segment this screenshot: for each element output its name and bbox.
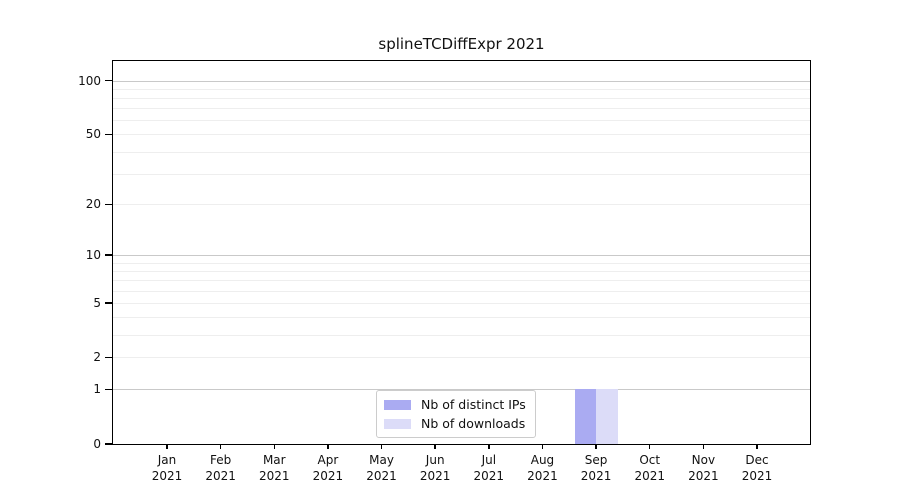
gridline-minor xyxy=(113,317,810,319)
y-tick-label: 50 xyxy=(85,127,101,142)
gridline-minor xyxy=(113,88,810,90)
chart-title: splineTCDiffExpr 2021 xyxy=(378,35,545,53)
plot-area: Nb of distinct IPs Nb of downloads 0 1 2 5 1… xyxy=(78,60,811,483)
y-tick-mark xyxy=(104,79,112,82)
y-tick-label: 100 xyxy=(78,73,101,88)
x-tick-mark xyxy=(595,445,597,450)
x-tick-label: Dec 2021 xyxy=(741,453,773,483)
y-tick-label: 0 xyxy=(93,437,101,451)
y-tick-label: 2 xyxy=(93,350,101,365)
legend-item-distinct-ips: Nb of distinct IPs xyxy=(384,397,526,412)
x-tick-label: Jan 2021 xyxy=(151,453,183,483)
x-tick-label: Oct 2021 xyxy=(634,453,665,483)
gridline-minor xyxy=(113,97,810,99)
x-tick-label: Apr 2021 xyxy=(312,453,344,483)
gridline-minor xyxy=(113,108,810,110)
y-tick-label: 20 xyxy=(85,197,101,212)
x-tick-mark xyxy=(756,445,758,450)
y-tick-label: 5 xyxy=(93,295,101,310)
y-tick-mark xyxy=(104,254,112,256)
x-tick-label: May 2021 xyxy=(366,453,397,483)
y-tick-mark xyxy=(104,388,112,391)
x-tick-label: Nov 2021 xyxy=(688,453,719,483)
x-tick-mark xyxy=(219,445,222,450)
legend-label-downloads: Nb of downloads xyxy=(421,416,526,431)
gridline-major xyxy=(113,389,810,391)
y-tick-mark xyxy=(104,356,112,359)
gridline-minor xyxy=(113,280,810,282)
gridline-minor xyxy=(113,290,810,292)
y-tick-mark xyxy=(104,133,112,136)
gridline-minor xyxy=(113,334,810,336)
gridline-minor xyxy=(113,204,810,206)
gridline-minor xyxy=(113,173,810,175)
x-tick-label: Jul 2021 xyxy=(473,453,505,483)
x-tick-mark xyxy=(166,445,168,450)
legend-swatch-downloads xyxy=(384,418,411,429)
x-tick-label: Mar 2021 xyxy=(258,453,290,483)
x-tick-label: Sep 2021 xyxy=(580,453,612,483)
y-tick-label: 10 xyxy=(85,248,101,263)
x-tick-mark xyxy=(273,445,275,450)
gridline-minor xyxy=(113,151,810,153)
gridline-minor xyxy=(113,134,810,136)
x-tick-mark xyxy=(434,445,436,450)
x-tick-label: Aug 2021 xyxy=(527,453,558,483)
bar-downloads xyxy=(596,389,618,444)
gridline-minor xyxy=(113,357,810,359)
x-tick-mark xyxy=(702,445,705,450)
y-tick-label: 1 xyxy=(93,382,101,397)
x-tick-mark xyxy=(649,445,651,450)
legend: Nb of distinct IPs Nb of downloads xyxy=(376,390,536,438)
gridline-major xyxy=(113,80,810,82)
x-tick-mark xyxy=(327,445,329,450)
legend-swatch-distinct-ips xyxy=(384,399,411,410)
gridline-minor xyxy=(113,262,810,264)
gridline-minor xyxy=(113,120,810,122)
y-tick-mark xyxy=(104,203,112,205)
legend-label-distinct-ips: Nb of distinct IPs xyxy=(421,397,526,412)
x-tick-label: Feb 2021 xyxy=(205,453,236,483)
x-tick-mark xyxy=(541,445,544,450)
x-tick-mark xyxy=(488,445,490,450)
gridline-major xyxy=(113,255,810,257)
legend-item-downloads: Nb of downloads xyxy=(384,416,526,431)
x-tick-label: Jun 2021 xyxy=(419,453,451,483)
gridline-minor xyxy=(113,302,810,304)
y-tick-mark xyxy=(104,302,112,304)
bar-distinct-ips xyxy=(574,389,597,444)
x-tick-mark xyxy=(380,445,383,450)
y-tick-mark xyxy=(104,443,112,445)
gridline-minor xyxy=(113,270,810,272)
